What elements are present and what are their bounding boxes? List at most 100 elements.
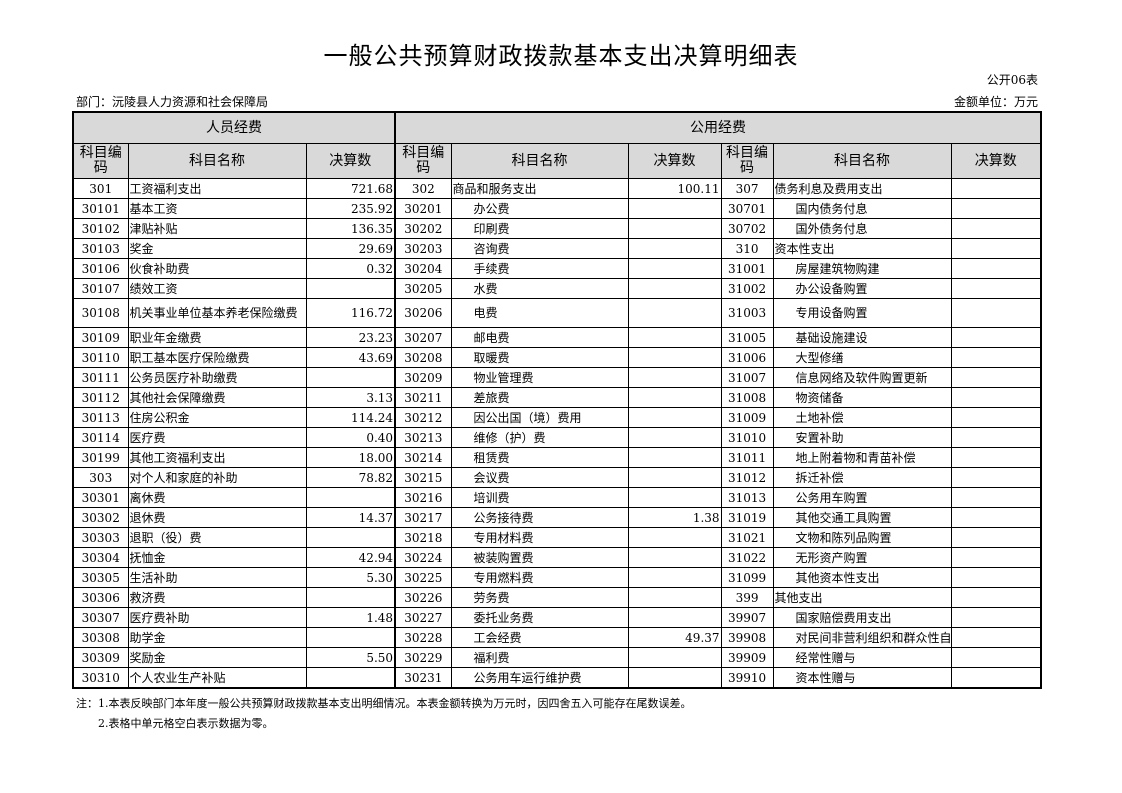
item-code: 30103	[72, 238, 129, 259]
item-amount	[627, 198, 722, 219]
item-amount	[950, 427, 1042, 448]
item-code: 30301	[72, 487, 129, 508]
item-amount	[627, 587, 722, 608]
item-name: 国内债务付息	[772, 198, 952, 219]
item-name: 其他资本性支出	[772, 567, 952, 588]
item-code: 30108	[72, 298, 129, 328]
item-amount	[627, 467, 722, 488]
header-amount: 决算数	[627, 143, 722, 179]
item-code: 30211	[394, 387, 452, 408]
item-name: 物业管理费	[450, 367, 629, 388]
item-name: 印刷费	[450, 218, 629, 239]
item-amount	[950, 178, 1042, 199]
item-amount	[950, 467, 1042, 488]
item-code: 303	[72, 467, 129, 488]
item-name: 职工基本医疗保险缴费	[127, 347, 307, 368]
item-amount	[305, 487, 397, 508]
item-code: 31021	[720, 527, 774, 548]
item-name: 大型修缮	[772, 347, 952, 368]
item-name: 对个人和家庭的补助	[127, 467, 307, 488]
item-name: 其他支出	[772, 587, 952, 608]
table-row: 30309 奖励金 5.50 30229 福利费 39909 经常性赠与	[72, 647, 1042, 668]
item-code: 30110	[72, 347, 129, 368]
group-header-public: 公用经费	[394, 111, 1042, 144]
item-code: 399	[720, 587, 774, 608]
item-name: 助学金	[127, 627, 307, 648]
item-name: 资本性赠与	[772, 667, 952, 689]
item-code: 30109	[72, 327, 129, 348]
item-name: 绩效工资	[127, 278, 307, 299]
table-row: 30305 生活补助 5.30 30225 专用燃料费 31099 其他资本性支出	[72, 567, 1042, 588]
item-name: 个人农业生产补贴	[127, 667, 307, 689]
item-amount: 116.72	[305, 298, 397, 328]
item-amount	[305, 627, 397, 648]
item-amount	[305, 667, 397, 689]
item-code: 30225	[394, 567, 452, 588]
item-name: 其他工资福利支出	[127, 447, 307, 468]
item-amount	[950, 387, 1042, 408]
header-name: 科目名称	[450, 143, 629, 179]
table-row: 30103 奖金 29.69 30203 咨询费 310 资本性支出	[72, 238, 1042, 259]
item-name: 租赁费	[450, 447, 629, 468]
item-amount	[305, 367, 397, 388]
item-name: 公务员医疗补助缴费	[127, 367, 307, 388]
item-code: 31009	[720, 407, 774, 428]
item-code: 30302	[72, 507, 129, 528]
item-code: 39909	[720, 647, 774, 668]
item-amount	[305, 527, 397, 548]
item-amount	[950, 567, 1042, 588]
item-amount	[627, 547, 722, 568]
table-row: 30110 职工基本医疗保险缴费 43.69 30208 取暖费 31006 大型修缮	[72, 347, 1042, 368]
item-code: 30208	[394, 347, 452, 368]
item-code: 30201	[394, 198, 452, 219]
item-code: 30702	[720, 218, 774, 239]
table-row: 30303 退职（役）费 30218 专用材料费 31021 文物和陈列品购置	[72, 527, 1042, 548]
item-amount	[627, 647, 722, 668]
table-row: 30304 抚恤金 42.94 30224 被装购置费 31022 无形资产购置	[72, 547, 1042, 568]
item-name: 因公出国（境）费用	[450, 407, 629, 428]
item-code: 31002	[720, 278, 774, 299]
item-amount: 1.48	[305, 607, 397, 628]
item-name: 资本性支出	[772, 238, 952, 259]
item-code: 30206	[394, 298, 452, 328]
table-row: 303 对个人和家庭的补助 78.82 30215 会议费 31012 拆迁补偿	[72, 467, 1042, 488]
item-code: 302	[394, 178, 452, 199]
item-name: 专用燃料费	[450, 567, 629, 588]
item-name: 工资福利支出	[127, 178, 307, 199]
item-name: 退职（役）费	[127, 527, 307, 548]
item-name: 基础设施建设	[772, 327, 952, 348]
item-name: 津贴补贴	[127, 218, 307, 239]
item-amount	[950, 647, 1042, 668]
item-code: 30306	[72, 587, 129, 608]
page-title: 一般公共预算财政拨款基本支出决算明细表	[323, 42, 799, 70]
item-name: 维修（护）费	[450, 427, 629, 448]
item-code: 301	[72, 178, 129, 199]
item-code: 39910	[720, 667, 774, 689]
item-amount	[950, 407, 1042, 428]
item-code: 30112	[72, 387, 129, 408]
item-name: 伙食补助费	[127, 258, 307, 279]
item-amount	[627, 298, 722, 328]
department-label: 部门：沅陵县人力资源和社会保障局	[76, 95, 269, 109]
table-row: 30310 个人农业生产补贴 30231 公务用车运行维护费 39910 资本性赠与	[72, 667, 1042, 689]
item-amount: 3.13	[305, 387, 397, 408]
item-code: 30205	[394, 278, 452, 299]
item-code: 31006	[720, 347, 774, 368]
item-name: 被装购置费	[450, 547, 629, 568]
item-name: 无形资产购置	[772, 547, 952, 568]
table-row: 30307 医疗费补助 1.48 30227 委托业务费 39907 国家赔偿费用支出	[72, 607, 1042, 628]
item-amount: 49.37	[627, 627, 722, 648]
item-name: 抚恤金	[127, 547, 307, 568]
item-code: 30107	[72, 278, 129, 299]
item-amount: 114.24	[305, 407, 397, 428]
header-amount: 决算数	[305, 143, 397, 179]
item-amount: 43.69	[305, 347, 397, 368]
item-code: 30701	[720, 198, 774, 219]
item-amount	[305, 278, 397, 299]
item-name: 差旅费	[450, 387, 629, 408]
table-row: 30108 机关事业单位基本养老保险缴费 116.72 30206 电费 31003 专用设…	[72, 298, 1042, 328]
item-code: 31012	[720, 467, 774, 488]
item-code: 30102	[72, 218, 129, 239]
item-name: 医疗费	[127, 427, 307, 448]
item-name: 安置补助	[772, 427, 952, 448]
